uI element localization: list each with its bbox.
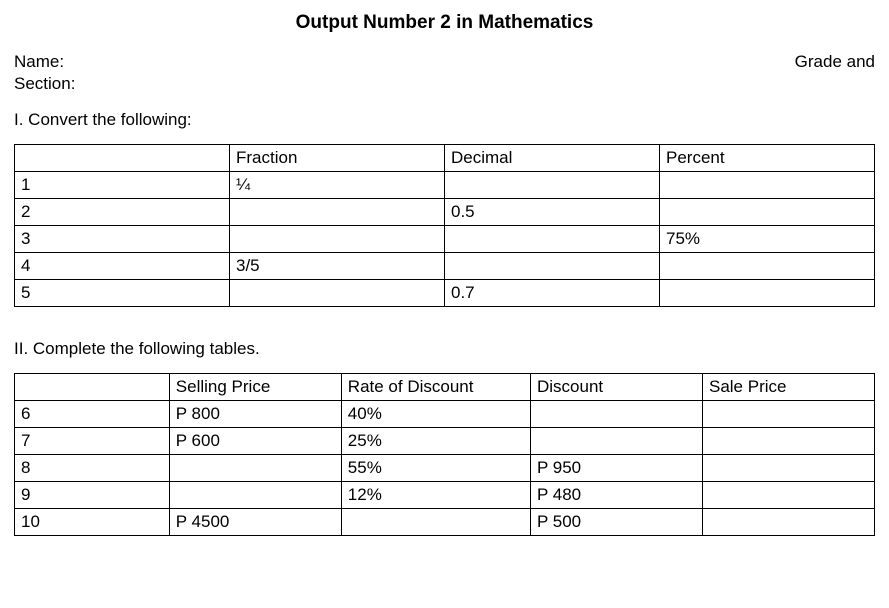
table-cell	[15, 374, 170, 401]
table-cell	[702, 428, 874, 455]
table-cell	[445, 253, 660, 280]
table-cell	[702, 482, 874, 509]
table-row: 8 55% P 950	[15, 455, 875, 482]
table-cell: Decimal	[445, 145, 660, 172]
table-convert: Fraction Decimal Percent 1 ¼ 2 0.5 3 75%…	[14, 144, 875, 307]
table-cell	[702, 401, 874, 428]
header-row: Name: Grade and	[14, 52, 875, 72]
table-row: 4 3/5	[15, 253, 875, 280]
table-cell: 3/5	[230, 253, 445, 280]
table-row: 3 75%	[15, 226, 875, 253]
table-cell: 7	[15, 428, 170, 455]
section-label: Section:	[14, 74, 875, 94]
table-complete: Selling Price Rate of Discount Discount …	[14, 373, 875, 536]
table-row: 5 0.7	[15, 280, 875, 307]
table-cell: Sale Price	[702, 374, 874, 401]
page-title: Output Number 2 in Mathematics	[14, 12, 875, 34]
table-cell	[660, 253, 875, 280]
grade-label: Grade and	[795, 52, 875, 72]
table-cell	[169, 482, 341, 509]
table-cell: 12%	[341, 482, 530, 509]
table-cell: Rate of Discount	[341, 374, 530, 401]
table-cell: 6	[15, 401, 170, 428]
table-cell: 55%	[341, 455, 530, 482]
table-cell: Selling Price	[169, 374, 341, 401]
table-cell: Discount	[530, 374, 702, 401]
table-cell: P 500	[530, 509, 702, 536]
table-cell	[445, 172, 660, 199]
table-row: 6 P 800 40%	[15, 401, 875, 428]
table-row: 10 P 4500 P 500	[15, 509, 875, 536]
table-cell	[702, 509, 874, 536]
table-cell: 40%	[341, 401, 530, 428]
table-cell	[169, 455, 341, 482]
table-cell: 25%	[341, 428, 530, 455]
table-row: Selling Price Rate of Discount Discount …	[15, 374, 875, 401]
part1-instruction: I. Convert the following:	[14, 110, 875, 130]
table-cell	[230, 280, 445, 307]
table-cell: 4	[15, 253, 230, 280]
table-cell: 10	[15, 509, 170, 536]
table-cell	[341, 509, 530, 536]
part2-instruction: II. Complete the following tables.	[14, 339, 875, 359]
table-cell	[530, 401, 702, 428]
table-cell: 5	[15, 280, 230, 307]
table-cell: 75%	[660, 226, 875, 253]
table-cell: P 480	[530, 482, 702, 509]
table-cell: ¼	[230, 172, 445, 199]
table-cell	[660, 280, 875, 307]
table-row: 2 0.5	[15, 199, 875, 226]
table-cell: 2	[15, 199, 230, 226]
table-row: Fraction Decimal Percent	[15, 145, 875, 172]
table-cell: 1	[15, 172, 230, 199]
name-label: Name:	[14, 52, 64, 72]
table-cell	[702, 455, 874, 482]
table-cell: P 800	[169, 401, 341, 428]
table-cell: 8	[15, 455, 170, 482]
table-row: 7 P 600 25%	[15, 428, 875, 455]
table-cell	[445, 226, 660, 253]
table-cell	[660, 172, 875, 199]
table-cell: 0.5	[445, 199, 660, 226]
table-cell: 3	[15, 226, 230, 253]
table-cell: P 4500	[169, 509, 341, 536]
table-cell	[530, 428, 702, 455]
table-row: 9 12% P 480	[15, 482, 875, 509]
table-row: 1 ¼	[15, 172, 875, 199]
table-cell	[660, 199, 875, 226]
table-cell: 0.7	[445, 280, 660, 307]
table-cell: P 950	[530, 455, 702, 482]
table-cell	[15, 145, 230, 172]
table-cell: 9	[15, 482, 170, 509]
table-cell: Fraction	[230, 145, 445, 172]
table-cell: Percent	[660, 145, 875, 172]
table-cell: P 600	[169, 428, 341, 455]
table-cell	[230, 226, 445, 253]
table-cell	[230, 199, 445, 226]
